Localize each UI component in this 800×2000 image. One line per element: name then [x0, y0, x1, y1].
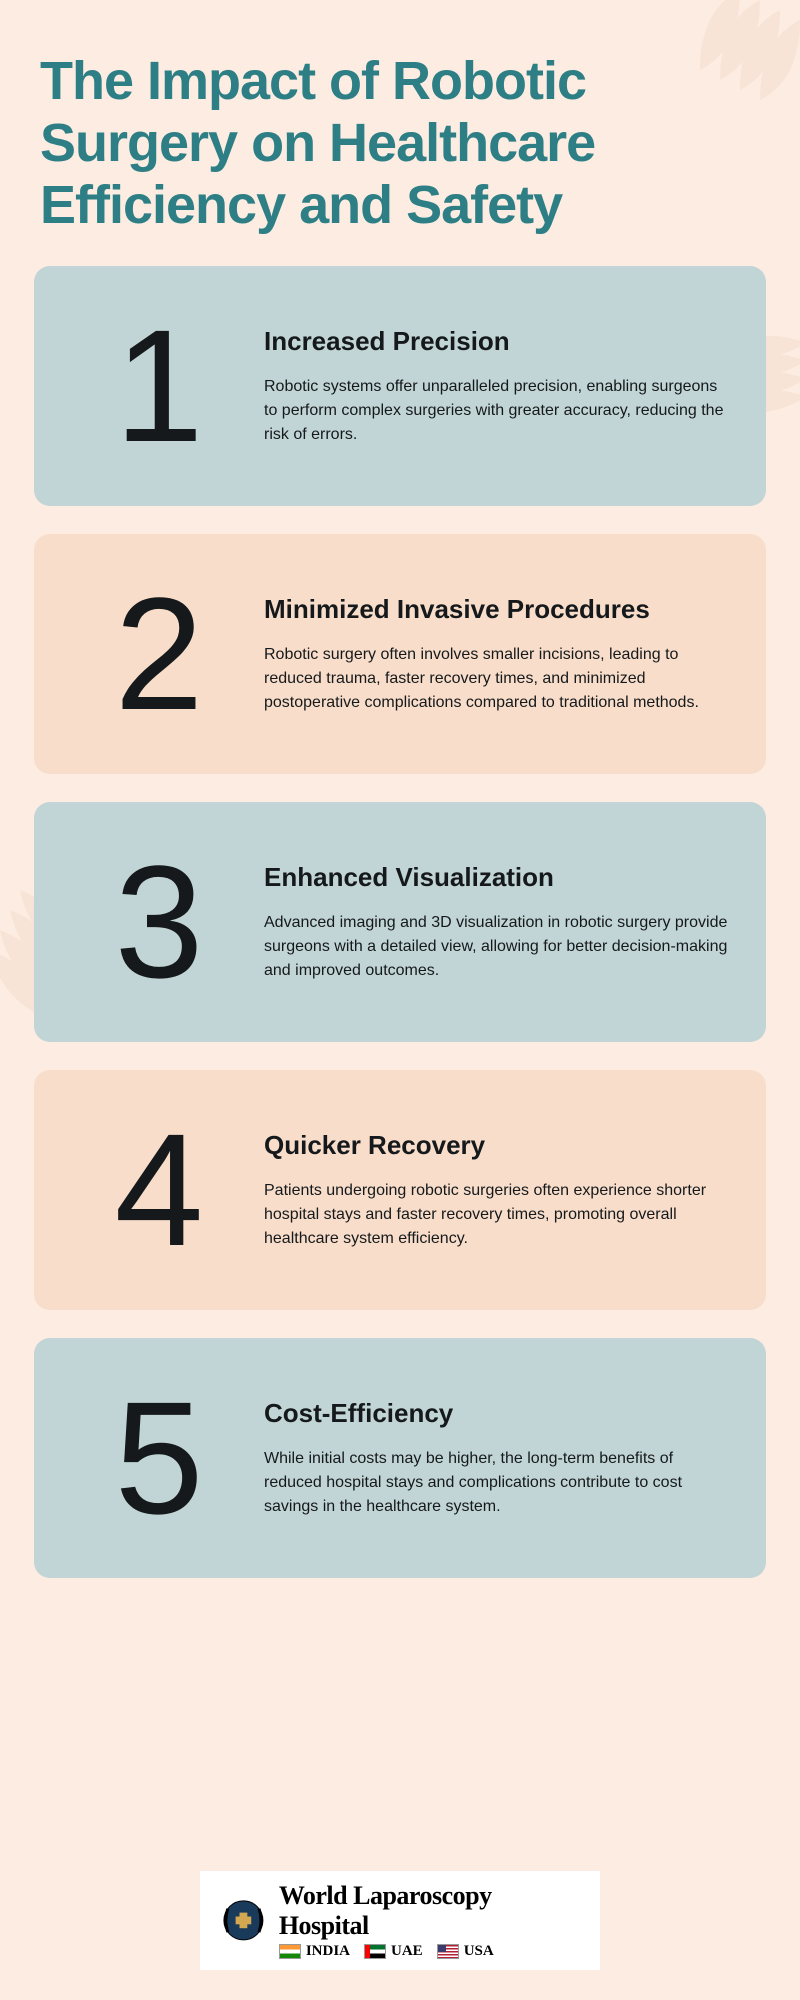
- card-item: 2 Minimized Invasive Procedures Robotic …: [34, 534, 766, 774]
- card-content: Cost-Efficiency While initial costs may …: [254, 1398, 731, 1519]
- footer-organization: World Laparoscopy Hospital: [279, 1881, 580, 1941]
- card-title: Cost-Efficiency: [264, 1398, 731, 1429]
- flag-india-icon: [279, 1944, 301, 1959]
- card-content: Quicker Recovery Patients undergoing rob…: [254, 1130, 731, 1251]
- card-title: Minimized Invasive Procedures: [264, 594, 731, 625]
- card-content: Minimized Invasive Procedures Robotic su…: [254, 594, 731, 715]
- location-item: USA: [437, 1943, 494, 1960]
- card-number: 5: [64, 1378, 254, 1538]
- footer: World Laparoscopy Hospital INDIA UAE USA: [200, 1871, 600, 1970]
- flag-uae-icon: [364, 1944, 386, 1959]
- flag-usa-icon: [437, 1944, 459, 1959]
- card-number: 1: [64, 306, 254, 466]
- cards-container: 1 Increased Precision Robotic systems of…: [0, 266, 800, 1578]
- card-content: Enhanced Visualization Advanced imaging …: [254, 862, 731, 983]
- card-description: Robotic systems offer unparalleled preci…: [264, 375, 731, 447]
- card-number: 3: [64, 842, 254, 1002]
- location-name: USA: [464, 1943, 494, 1960]
- footer-locations: INDIA UAE USA: [279, 1943, 580, 1960]
- card-title: Increased Precision: [264, 326, 731, 357]
- location-name: UAE: [391, 1943, 423, 1960]
- card-item: 1 Increased Precision Robotic systems of…: [34, 266, 766, 506]
- card-number: 2: [64, 574, 254, 734]
- footer-logo-icon: [220, 1897, 267, 1945]
- location-name: INDIA: [306, 1943, 350, 1960]
- footer-text: World Laparoscopy Hospital INDIA UAE USA: [279, 1881, 580, 1960]
- card-description: Advanced imaging and 3D visualization in…: [264, 911, 731, 983]
- card-description: Robotic surgery often involves smaller i…: [264, 643, 731, 715]
- card-item: 5 Cost-Efficiency While initial costs ma…: [34, 1338, 766, 1578]
- location-item: INDIA: [279, 1943, 350, 1960]
- card-content: Increased Precision Robotic systems offe…: [254, 326, 731, 447]
- location-item: UAE: [364, 1943, 423, 1960]
- card-description: While initial costs may be higher, the l…: [264, 1447, 731, 1519]
- card-item: 4 Quicker Recovery Patients undergoing r…: [34, 1070, 766, 1310]
- card-title: Enhanced Visualization: [264, 862, 731, 893]
- card-description: Patients undergoing robotic surgeries of…: [264, 1179, 731, 1251]
- card-number: 4: [64, 1110, 254, 1270]
- card-item: 3 Enhanced Visualization Advanced imagin…: [34, 802, 766, 1042]
- card-title: Quicker Recovery: [264, 1130, 731, 1161]
- leaf-decoration-icon: [640, 0, 800, 170]
